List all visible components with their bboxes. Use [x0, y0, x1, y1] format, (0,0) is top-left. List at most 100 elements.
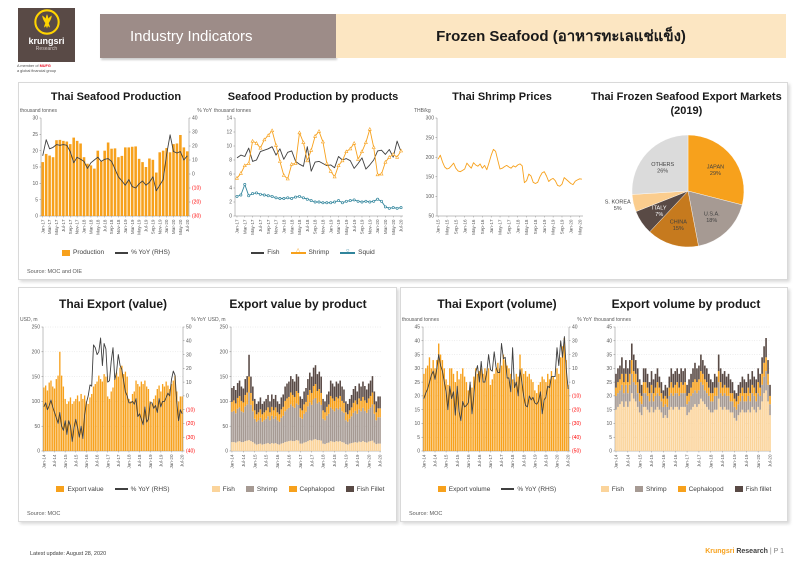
legend-label: Fish Fillet — [356, 485, 385, 493]
krungsri-emblem-icon — [33, 9, 60, 35]
svg-text:Jul-19: Jul-19 — [355, 454, 360, 467]
svg-text:Jul-17: Jul-17 — [61, 219, 66, 232]
svg-text:150: 150 — [426, 175, 435, 181]
svg-text:Jul-20: Jul-20 — [185, 219, 190, 232]
svg-text:THB/kg: THB/kg — [414, 108, 431, 114]
svg-text:Mar-17: Mar-17 — [47, 219, 52, 234]
svg-text:% YoY: % YoY — [191, 317, 206, 323]
svg-text:Jan-20: Jan-20 — [555, 454, 560, 468]
svg-text:May-17: May-17 — [54, 219, 59, 235]
svg-text:50: 50 — [222, 423, 228, 429]
svg-text:Jul-16: Jul-16 — [287, 454, 292, 467]
chart-legend: Production % YoY (RHS) — [62, 249, 170, 256]
svg-text:Jan-17: Jan-17 — [489, 219, 494, 233]
legend-item: Cephalopod — [677, 486, 724, 493]
svg-text:Sep-18: Sep-18 — [533, 219, 538, 234]
svg-text:Jan-15: Jan-15 — [444, 454, 449, 468]
svg-text:(20): (20) — [192, 200, 201, 206]
chart-title: Thai Export (value) — [58, 297, 168, 311]
legend-item: Shrimp — [634, 485, 667, 493]
svg-text:200: 200 — [32, 349, 41, 355]
top-charts-panel: Thai Seafood Production 0 5 10 15 20 25 30 thous… — [18, 82, 788, 280]
last-update-note: Latest update: August 28, 2020 — [30, 551, 107, 557]
svg-text:Jan-20: Jan-20 — [568, 219, 573, 233]
svg-text:4: 4 — [229, 186, 232, 192]
svg-text:May-19: May-19 — [551, 219, 556, 235]
svg-text:S. KOREA: S. KOREA — [605, 199, 631, 205]
page-number: P 1 — [773, 548, 784, 555]
svg-text:0: 0 — [225, 448, 228, 454]
svg-text:100: 100 — [220, 399, 229, 405]
svg-text:Jan-18: Jan-18 — [510, 454, 515, 468]
chart-legend: Fish Shrimp Cephalopod Fish fillet — [600, 485, 771, 493]
svg-text:Jul-15: Jul-15 — [455, 454, 460, 467]
legend-label: Shrimp — [645, 485, 667, 493]
svg-text:Jul-18: Jul-18 — [521, 454, 526, 467]
legend-item: Cephalopod — [288, 486, 335, 493]
svg-text:Nov-17: Nov-17 — [274, 219, 279, 234]
chart-title: Thai Frozen Seafood Export Markets (2019) — [591, 91, 782, 118]
legend-label: Production — [73, 249, 105, 257]
svg-text:May-20: May-20 — [178, 219, 183, 235]
svg-text:Jan-18: Jan-18 — [321, 454, 326, 468]
svg-text:0: 0 — [572, 379, 575, 385]
svg-text:2: 2 — [229, 200, 232, 206]
svg-text:15: 15 — [414, 407, 420, 413]
svg-text:Mar-20: Mar-20 — [171, 219, 176, 234]
svg-text:Jan-20: Jan-20 — [366, 454, 371, 468]
svg-text:Jul-17: Jul-17 — [499, 454, 504, 467]
svg-text:30: 30 — [186, 352, 192, 358]
legend-item: Fish — [211, 486, 235, 493]
box-swatch — [734, 486, 743, 493]
svg-text:150: 150 — [32, 374, 41, 380]
svg-text:30: 30 — [572, 338, 578, 344]
svg-text:Jan-14: Jan-14 — [41, 454, 46, 468]
svg-text:Jul-19: Jul-19 — [144, 219, 149, 232]
production-yoy-line — [42, 134, 188, 192]
legend-label: % YoY (RHS) — [517, 485, 557, 493]
svg-text:Jan-16: Jan-16 — [661, 454, 666, 468]
svg-text:May-20: May-20 — [391, 219, 396, 235]
chart-title: Seafood Production by products — [227, 91, 399, 103]
chart-thai-export-value: Thai Export (value) 0 50 100 150 200 250 USD, m… — [19, 288, 207, 521]
svg-text:15: 15 — [606, 407, 612, 413]
chart-title: Thai Export (volume) — [437, 297, 557, 311]
svg-text:% YoY: % YoY — [577, 317, 592, 323]
prices-shrimp-price-line — [437, 149, 582, 187]
svg-text:Jul-17: Jul-17 — [258, 219, 263, 232]
svg-text:Mar-18: Mar-18 — [89, 219, 94, 234]
svg-text:Jan-20: Jan-20 — [164, 219, 169, 233]
svg-text:10: 10 — [192, 158, 198, 164]
svg-text:20: 20 — [606, 393, 612, 399]
svg-text:Jan-19: Jan-19 — [148, 454, 153, 468]
svg-text:25: 25 — [606, 379, 612, 385]
svg-text:20: 20 — [572, 352, 578, 358]
svg-text:Jan-15: Jan-15 — [436, 219, 441, 233]
svg-text:May-17: May-17 — [498, 219, 503, 235]
legend-item: Production — [62, 249, 104, 256]
svg-text:(10): (10) — [572, 393, 581, 399]
svg-text:Jan-17: Jan-17 — [685, 454, 690, 468]
svg-text:Sep-15: Sep-15 — [453, 219, 458, 234]
export-value-panel: Thai Export (value) 0 50 100 150 200 250 USD, m… — [18, 287, 397, 522]
line-triangle-swatch: △ — [290, 248, 306, 256]
svg-text:Jul-16: Jul-16 — [477, 454, 482, 467]
svg-text:Jan-15: Jan-15 — [63, 454, 68, 468]
svg-text:40: 40 — [606, 338, 612, 344]
legend-label: Fish — [267, 249, 280, 257]
svg-text:Jan-18: Jan-18 — [281, 219, 286, 233]
box-swatch — [211, 486, 220, 493]
svg-text:Jan-14: Jan-14 — [614, 454, 619, 468]
svg-text:Jul-16: Jul-16 — [673, 454, 678, 467]
svg-text:20: 20 — [32, 149, 38, 155]
svg-text:Nov-19: Nov-19 — [367, 219, 372, 234]
legend-label: Fish — [611, 485, 624, 493]
svg-text:CHINA: CHINA — [670, 219, 687, 225]
svg-text:18%: 18% — [707, 217, 718, 223]
svg-text:26%: 26% — [658, 168, 669, 174]
svg-text:200: 200 — [426, 155, 435, 161]
